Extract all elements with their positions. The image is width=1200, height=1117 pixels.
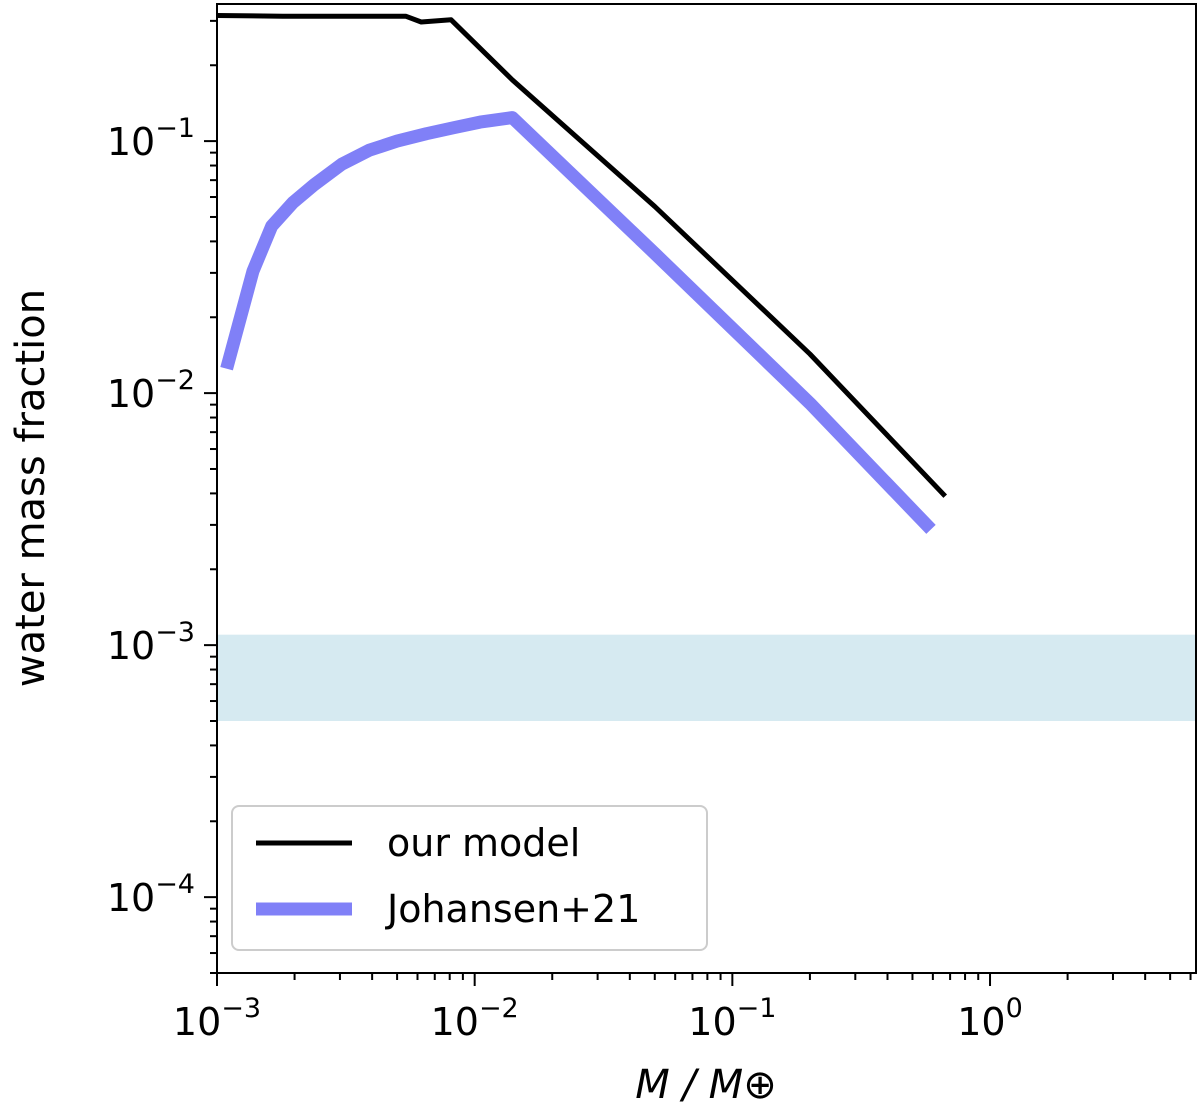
- series-line-our-model: [216, 13, 948, 498]
- y-tick-label: 10−2: [107, 365, 195, 416]
- series-layer: [216, 13, 948, 534]
- x-tick-label: 100: [957, 993, 1023, 1044]
- y-tick-label: 10−1: [107, 113, 195, 164]
- legend-label: Johansen+21: [385, 887, 640, 931]
- axes-layer: 10−3 10−2 10−1 100 10−4 10−3 10−2 10−1: [107, 3, 1197, 1044]
- x-axis-label: M / M⊕: [635, 1062, 776, 1108]
- legend: our model Johansen+21: [231, 805, 708, 951]
- x-tick-label: 10−1: [688, 993, 776, 1044]
- x-tick-label: 10−2: [431, 993, 519, 1044]
- y-tick-label: 10−4: [107, 869, 195, 920]
- x-tick-label: 10−3: [173, 993, 261, 1044]
- series-line-johansen-21: [220, 111, 936, 534]
- shaded-band: [217, 634, 1196, 721]
- legend-label: our model: [387, 821, 580, 865]
- y-tick-label: 10−3: [107, 617, 195, 668]
- y-axis-label: water mass fraction: [8, 289, 54, 687]
